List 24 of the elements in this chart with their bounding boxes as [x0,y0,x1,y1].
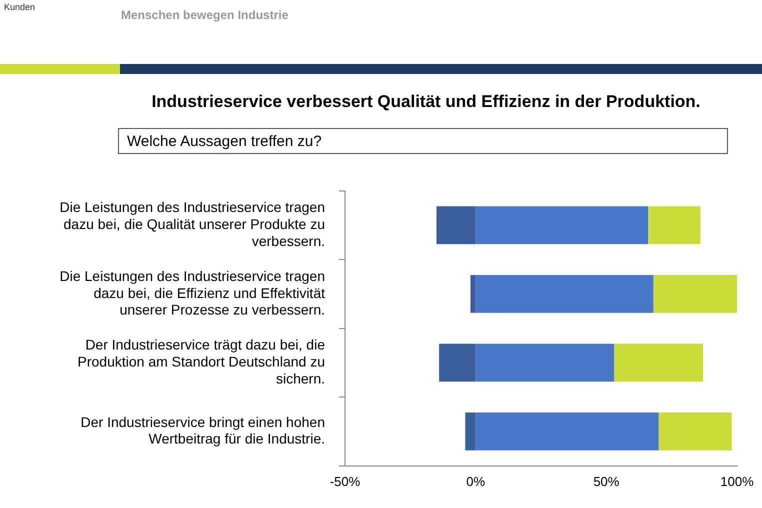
chart-title: Industrieservice verbessert Qualität und Effizienz in der Produktion. [150,92,702,112]
y-tick-label: Die Leistungen des Industrieservice tragen dazu bei, die Qualität unserer Produkte zu verbessern. [60,199,325,249]
text: Kunden [4,2,36,12]
bar [465,412,476,450]
text: Welche Aussagen treffen zu? [118,128,728,154]
bar [658,412,732,450]
bar [470,275,476,313]
bar [648,206,700,244]
bar [436,206,476,244]
bar [476,412,659,450]
text: Menschen bewegen Industrie [121,8,288,22]
bar [653,275,737,313]
y-tick-label: Der Industrieservice bringt einen hohen Wertbeitrag für die Industrie. [80,414,325,447]
x-tick-label: 100% [720,474,754,490]
bar [476,206,648,244]
bar [614,344,704,382]
y-tick-label: Die Leistungen des Industrieservice tragen dazu bei, die Effizienz und Effektivität unserer Prozesse zu verbessern. [60,268,326,318]
x-tick-label: 0% [466,474,486,490]
bar [476,344,614,382]
bar [439,344,476,382]
x-tick-label: 50% [593,474,620,490]
y-tick-label: Der Industrieservice trägt dazu bei, die Produktion am Standort Deutschland zu sichern. [78,336,326,386]
x-tick-label: -50% [330,474,361,490]
bar [476,275,654,313]
